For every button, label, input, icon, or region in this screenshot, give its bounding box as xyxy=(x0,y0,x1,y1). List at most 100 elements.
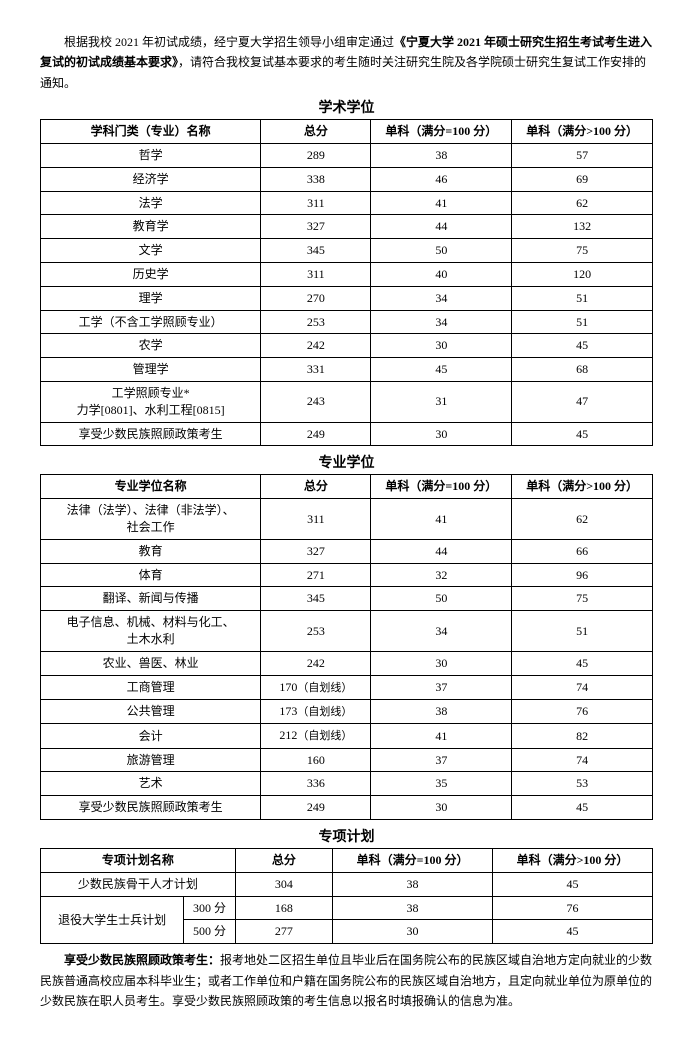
table-cell: 68 xyxy=(512,358,653,382)
table-cell: 212（自划线） xyxy=(261,724,371,748)
t3-r2a-c0: 300 分 xyxy=(184,896,235,920)
table-cell: 270 xyxy=(261,286,371,310)
table-row: 旅游管理1603774 xyxy=(41,748,653,772)
table-cell: 120 xyxy=(512,262,653,286)
table-cell: 翻译、新闻与传播 xyxy=(41,587,261,611)
t3-r1-c0: 少数民族骨干人才计划 xyxy=(41,872,236,896)
table-cell: 34 xyxy=(371,611,512,652)
table-row: 哲学2893857 xyxy=(41,143,653,167)
table-cell: 艺术 xyxy=(41,772,261,796)
table-row: 少数民族骨干人才计划 304 38 45 xyxy=(41,872,653,896)
table-cell: 体育 xyxy=(41,563,261,587)
table1-title: 学术学位 xyxy=(40,97,653,117)
table-row: 经济学3384669 xyxy=(41,167,653,191)
footnote-bold: 享受少数民族照顾政策考生： xyxy=(64,953,220,967)
table-cell: 享受少数民族照顾政策考生 xyxy=(41,796,261,820)
table-cell: 45 xyxy=(512,796,653,820)
t3-h3: 单科（满分>100 分） xyxy=(493,849,653,873)
table-row: 农学2423045 xyxy=(41,334,653,358)
table-cell: 理学 xyxy=(41,286,261,310)
table-cell: 170（自划线） xyxy=(261,675,371,699)
table-cell: 47 xyxy=(512,381,653,422)
t3-r2b-c2: 30 xyxy=(333,920,493,944)
table-cell: 35 xyxy=(371,772,512,796)
table-cell: 336 xyxy=(261,772,371,796)
table-cell: 53 xyxy=(512,772,653,796)
table-row: 体育2713296 xyxy=(41,563,653,587)
table-cell: 44 xyxy=(371,215,512,239)
table-cell: 管理学 xyxy=(41,358,261,382)
table-cell: 享受少数民族照顾政策考生 xyxy=(41,422,261,446)
table-cell: 331 xyxy=(261,358,371,382)
table-cell: 37 xyxy=(371,675,512,699)
table-cell: 132 xyxy=(512,215,653,239)
table-row: 文学3455075 xyxy=(41,239,653,263)
table-row: 农业、兽医、林业2423045 xyxy=(41,651,653,675)
table-cell: 30 xyxy=(371,422,512,446)
table-row: 翻译、新闻与传播3455075 xyxy=(41,587,653,611)
table-cell: 文学 xyxy=(41,239,261,263)
t2-h2: 单科（满分=100 分） xyxy=(371,475,512,499)
table-cell: 311 xyxy=(261,499,371,540)
table-cell: 34 xyxy=(371,310,512,334)
table-cell: 327 xyxy=(261,215,371,239)
table-cell: 38 xyxy=(371,699,512,723)
t1-h3: 单科（满分>100 分） xyxy=(512,120,653,144)
t3-span-label: 退役大学生士兵计划 xyxy=(41,896,184,944)
table-cell: 30 xyxy=(371,796,512,820)
table-cell: 37 xyxy=(371,748,512,772)
t1-h2: 单科（满分=100 分） xyxy=(371,120,512,144)
table-cell: 311 xyxy=(261,262,371,286)
table-cell: 345 xyxy=(261,239,371,263)
table-cell: 经济学 xyxy=(41,167,261,191)
table-cell: 249 xyxy=(261,422,371,446)
table-cell: 46 xyxy=(371,167,512,191)
table-cell: 62 xyxy=(512,191,653,215)
table-row: 工商管理170（自划线）3774 xyxy=(41,675,653,699)
table-row: 教育学32744132 xyxy=(41,215,653,239)
table-row: 工学（不含工学照顾专业）2533451 xyxy=(41,310,653,334)
t2-h1: 总分 xyxy=(261,475,371,499)
table-cell: 38 xyxy=(371,143,512,167)
table-row: 历史学31140120 xyxy=(41,262,653,286)
intro-part1: 根据我校 2021 年初试成绩，经宁夏大学招生领导小组审定通过 xyxy=(64,35,394,49)
table-cell: 243 xyxy=(261,381,371,422)
table-cell: 51 xyxy=(512,310,653,334)
table-cell: 40 xyxy=(371,262,512,286)
table-cell: 电子信息、机械、材料与化工、土木水利 xyxy=(41,611,261,652)
table-cell: 271 xyxy=(261,563,371,587)
t3-r2a-c2: 38 xyxy=(333,896,493,920)
table-cell: 旅游管理 xyxy=(41,748,261,772)
t3-r1-c3: 45 xyxy=(493,872,653,896)
table-cell: 50 xyxy=(371,239,512,263)
table-row: 电子信息、机械、材料与化工、土木水利2533451 xyxy=(41,611,653,652)
footnote-paragraph: 享受少数民族照顾政策考生：报考地处二区招生单位且毕业后在国务院公布的民族区域自治… xyxy=(40,950,653,1011)
t3-h2: 单科（满分=100 分） xyxy=(333,849,493,873)
table-cell: 45 xyxy=(512,422,653,446)
t3-r1-c1: 304 xyxy=(235,872,332,896)
table-cell: 242 xyxy=(261,334,371,358)
table-cell: 32 xyxy=(371,563,512,587)
t1-h0: 学科门类（专业）名称 xyxy=(41,120,261,144)
t3-r1-c2: 38 xyxy=(333,872,493,896)
table-row: 艺术3363553 xyxy=(41,772,653,796)
table-row: 公共管理173（自划线）3876 xyxy=(41,699,653,723)
t3-r2b-c1: 277 xyxy=(235,920,332,944)
table-row: 享受少数民族照顾政策考生2493045 xyxy=(41,422,653,446)
table-cell: 公共管理 xyxy=(41,699,261,723)
table-row: 享受少数民族照顾政策考生2493045 xyxy=(41,796,653,820)
table-cell: 工商管理 xyxy=(41,675,261,699)
intro-paragraph: 根据我校 2021 年初试成绩，经宁夏大学招生领导小组审定通过《宁夏大学 202… xyxy=(40,32,653,93)
table-cell: 农学 xyxy=(41,334,261,358)
table-cell: 253 xyxy=(261,611,371,652)
t2-h3: 单科（满分>100 分） xyxy=(512,475,653,499)
table-cell: 工学（不含工学照顾专业） xyxy=(41,310,261,334)
table-cell: 农业、兽医、林业 xyxy=(41,651,261,675)
table-row: 工学照顾专业*力学[0801]、水利工程[0815]2433147 xyxy=(41,381,653,422)
t3-r2b-c3: 45 xyxy=(493,920,653,944)
table-cell: 57 xyxy=(512,143,653,167)
table-cell: 289 xyxy=(261,143,371,167)
table-cell: 41 xyxy=(371,499,512,540)
table-cell: 173（自划线） xyxy=(261,699,371,723)
table-cell: 345 xyxy=(261,587,371,611)
